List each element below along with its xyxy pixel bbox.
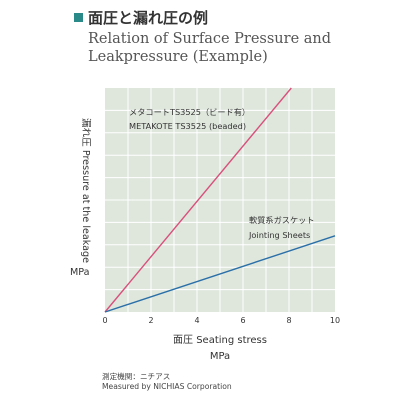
x-tick-label: 4	[194, 316, 199, 325]
y-axis-label: 漏れ圧 Pressure at the leakage	[80, 118, 92, 263]
x-axis-label: 面圧 Seating stress	[173, 335, 267, 346]
x-tick-label: 6	[240, 316, 245, 325]
chart-title-japanese: 面圧と漏れ圧の例	[88, 9, 209, 27]
series-line-metakote	[104, 87, 292, 313]
series-label-metakote-jp: メタコートTS3525（ビード有）	[129, 107, 250, 117]
x-axis-ticks: 0 2 4 6 8 10	[102, 316, 340, 325]
series-label-metakote: メタコートTS3525（ビード有） METAKOTE TS3525 (beade…	[129, 107, 250, 131]
series-label-metakote-en: METAKOTE TS3525 (beaded)	[129, 121, 246, 131]
x-tick-label: 0	[102, 316, 107, 325]
series-label-jointing: 軟質系ガスケット Jointing Sheets	[248, 215, 315, 240]
y-axis-unit: MPa	[70, 267, 90, 278]
series-lines	[104, 87, 336, 313]
footer: 測定機関：ニチアス Measured by NICHIAS Corporatio…	[102, 372, 232, 392]
footer-measured-by: Measured by NICHIAS Corporation	[102, 382, 232, 391]
chart-title-english-line2: Leakpressure (Example)	[88, 49, 268, 65]
footer-measurement-agency-jp: 測定機関：ニチアス	[102, 372, 171, 381]
series-line-jointing	[104, 235, 336, 313]
series-label-jointing-en: Jointing Sheets	[248, 230, 310, 240]
series-label-jointing-jp: 軟質系ガスケット	[249, 215, 315, 225]
chart-title-english: Relation of Surface Pressure and Leakpre…	[88, 30, 331, 66]
grid	[105, 88, 335, 312]
title-marker	[74, 13, 83, 22]
chart-title-english-line1: Relation of Surface Pressure and	[88, 31, 332, 47]
x-axis-unit: MPa	[210, 351, 230, 362]
x-tick-label: 8	[286, 316, 291, 325]
x-tick-label: 10	[330, 316, 340, 325]
x-tick-label: 2	[148, 316, 153, 325]
